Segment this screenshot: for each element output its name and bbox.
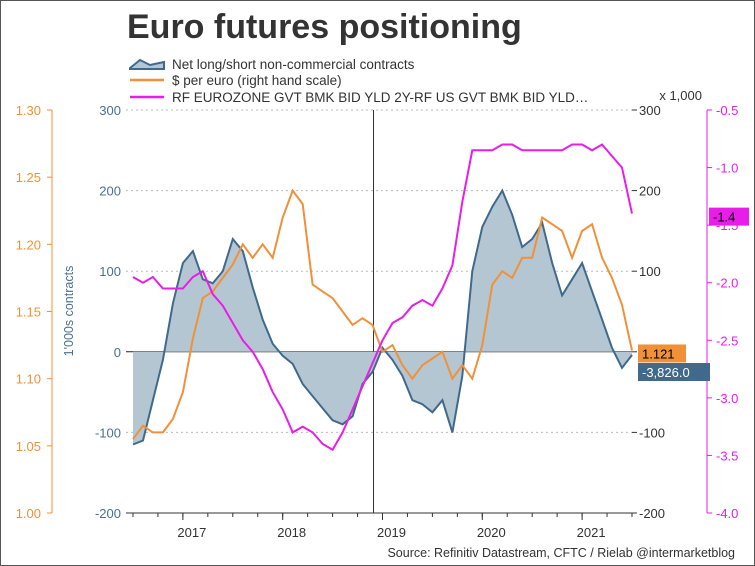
left-outer-tick-label: 1.10 xyxy=(16,372,41,387)
last-value-box xyxy=(709,207,749,226)
yield-spread-line xyxy=(132,143,633,452)
net-contracts-area xyxy=(132,188,633,446)
left-outer-tick-label: 1.15 xyxy=(16,305,41,320)
right-inner-tick-label: -100 xyxy=(639,425,665,440)
right-outer-tick-label: -2.5 xyxy=(716,333,738,348)
right-inner-tick-label: 300 xyxy=(639,103,661,118)
last-value-labels: -3,826.0 1.121 -1.4 xyxy=(638,207,749,382)
left-axis-title: 1'000s contracts xyxy=(62,266,76,357)
legend-label: $ per euro (right hand scale) xyxy=(172,73,342,88)
legend-label: RF EUROZONE GVT BMK BID YLD 2Y-RF US GVT… xyxy=(172,90,588,105)
x-tick-label: 2018 xyxy=(277,525,306,540)
left-outer-tick-label: 1.05 xyxy=(16,439,41,454)
legend-label: Net long/short non-commercial contracts xyxy=(172,57,415,72)
last-value-label: -1.4 xyxy=(713,210,735,225)
left-inner-tick-label: 200 xyxy=(99,184,121,199)
left-outer-tick-label: 1.00 xyxy=(16,506,41,521)
x-tick-label: 2019 xyxy=(377,525,406,540)
right-outer-tick-label: -1.0 xyxy=(716,161,738,176)
legend-swatch-area xyxy=(129,58,165,70)
left-inner-tick-label: 100 xyxy=(99,264,121,279)
left-outer-tick-label: 1.25 xyxy=(16,170,41,185)
eur-usd-line xyxy=(132,188,633,440)
right-outer-tick-label: -2.0 xyxy=(716,276,738,291)
legend: Net long/short non-commercial contracts$… xyxy=(129,57,588,105)
left-inner-tick-label: -200 xyxy=(95,506,121,521)
right-inner-tick-label: 200 xyxy=(639,184,661,199)
series-lines xyxy=(132,143,633,452)
right-inner-tick-label: -200 xyxy=(639,506,665,521)
left-inner-tick-label: 300 xyxy=(99,103,121,118)
left-outer-tick-label: 1.30 xyxy=(16,103,41,118)
x-tick-label: 2020 xyxy=(477,525,506,540)
source-note: Source: Refinitiv Datastream, CFTC / Rie… xyxy=(387,546,735,560)
right-outer-tick-label: -4.0 xyxy=(716,506,738,521)
right-axis-unit: x 1,000 xyxy=(659,88,702,103)
net-contracts-fill xyxy=(133,190,632,445)
right-outer-tick-label: -3.0 xyxy=(716,391,738,406)
net-contracts-line xyxy=(132,188,633,446)
last-value-label: 1.121 xyxy=(642,346,675,361)
last-value-box xyxy=(638,363,710,382)
x-tick-label: 2017 xyxy=(177,525,206,540)
x-tick-label: 2021 xyxy=(577,525,606,540)
right-inner-tick-label: 100 xyxy=(639,264,661,279)
last-value-box xyxy=(638,344,686,363)
left-outer-tick-label: 1.20 xyxy=(16,237,41,252)
axes: 1.30 1.25 1.20 1.15 1.10 1.05 1.00 300 200 100 0 -1… xyxy=(16,88,739,540)
left-inner-tick-label: -100 xyxy=(95,425,121,440)
chart-title: Euro futures positioning xyxy=(127,8,522,46)
last-value-label: -3,826.0 xyxy=(642,365,690,380)
right-outer-tick-label: -0.5 xyxy=(716,103,738,118)
right-outer-tick-label: -3.5 xyxy=(716,448,738,463)
left-inner-tick-label: 0 xyxy=(114,345,121,360)
